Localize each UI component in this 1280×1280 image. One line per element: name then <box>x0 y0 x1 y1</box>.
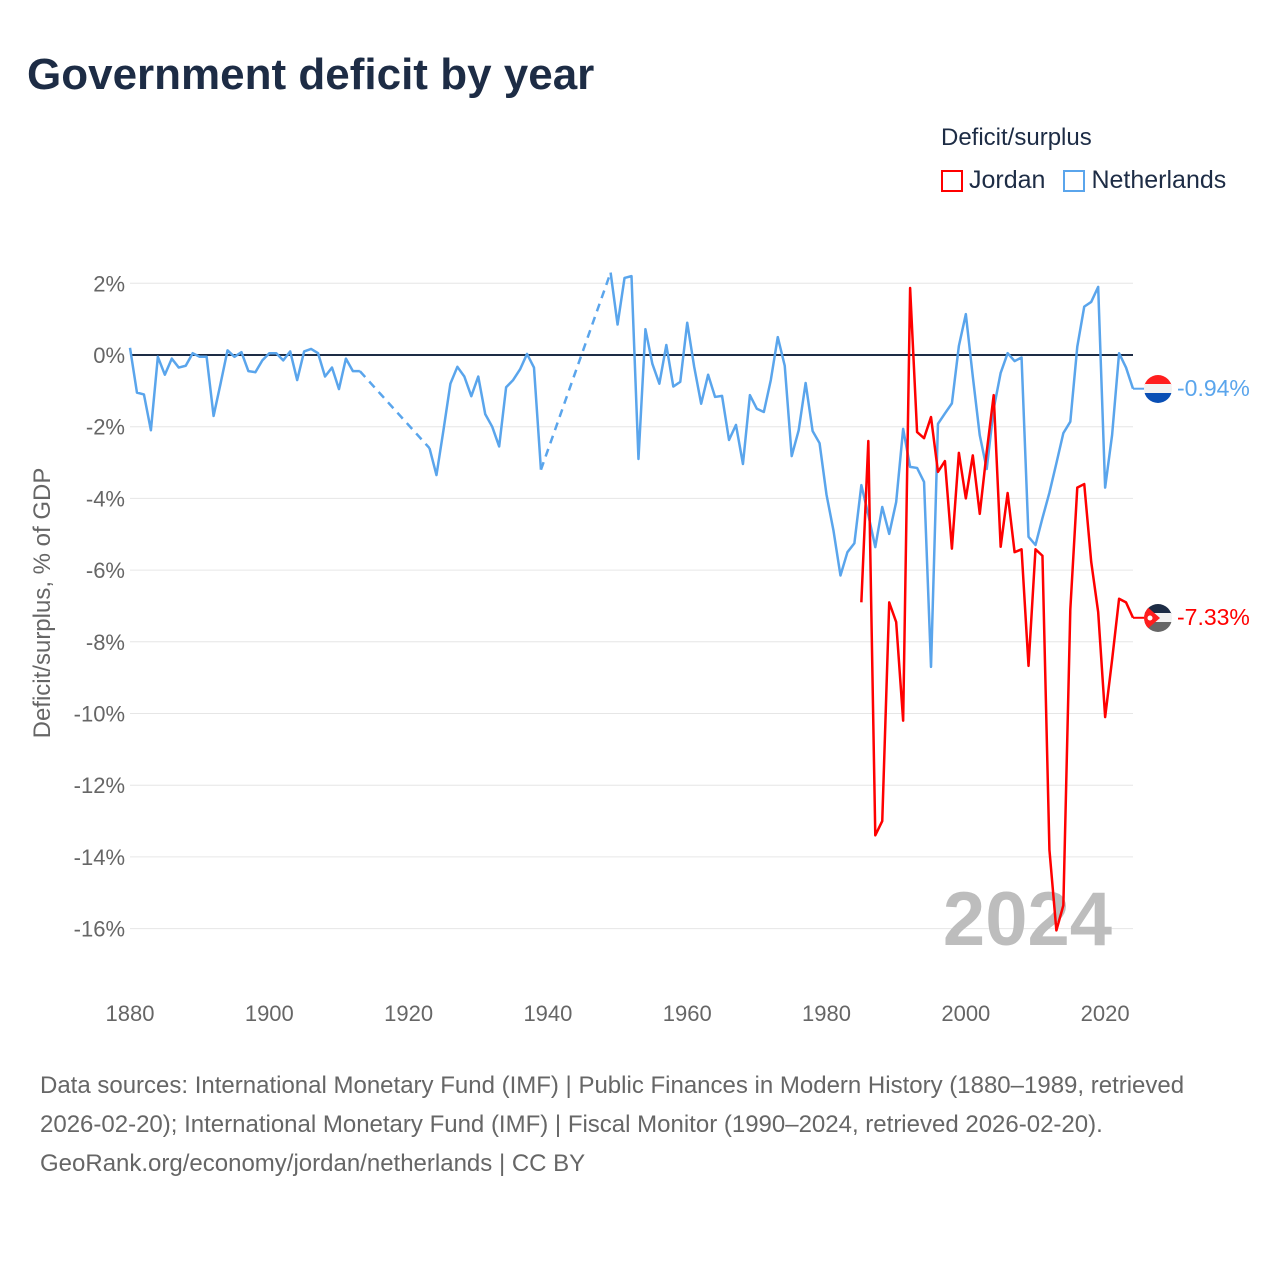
x-tick-label: 2020 <box>1081 1001 1130 1026</box>
x-tick-label: 1880 <box>106 1001 155 1026</box>
x-tick-label: 1960 <box>663 1001 712 1026</box>
y-axis-ticks: 2% 0% -2% -4% -6% -8% -10% -12% -14% -16% <box>74 271 125 941</box>
legend-swatch-jordan <box>941 169 963 192</box>
legend-label-netherlands: Netherlands <box>1091 166 1227 194</box>
credit-link[interactable]: GeoRank.org/economy/jordan/netherlands |… <box>40 1150 586 1177</box>
year-watermark: 2024 <box>943 877 1112 962</box>
series-line-jordan <box>860 286 1135 932</box>
x-tick-label: 1940 <box>523 1001 572 1026</box>
end-label-netherlands: -0.94% <box>1177 375 1250 401</box>
end-label-jordan: -7.33% <box>1177 604 1250 630</box>
y-tick-label: 0% <box>93 343 125 368</box>
legend-title: Deficit/surplus <box>941 124 1092 151</box>
y-tick-label: -16% <box>74 917 125 942</box>
series-line-netherlands <box>128 347 360 432</box>
x-axis-ticks: 1880 1900 1920 1940 1960 1980 2000 2020 <box>106 1001 1130 1026</box>
y-tick-label: -10% <box>74 702 125 727</box>
y-axis-label: Deficit/surplus, % of GDP <box>29 468 56 739</box>
footer: Data sources: International Monetary Fun… <box>40 1066 1240 1183</box>
series-gap-netherlands <box>358 370 431 450</box>
series-lines <box>128 272 1146 932</box>
series-line-netherlands <box>428 352 543 477</box>
y-tick-label: -6% <box>86 558 125 583</box>
y-tick-label: -14% <box>74 845 125 870</box>
y-tick-label: -12% <box>74 773 125 798</box>
x-tick-label: 1900 <box>245 1001 294 1026</box>
series-line-netherlands <box>609 272 1135 669</box>
legend-swatch-netherlands <box>1063 169 1086 192</box>
x-tick-label: 1980 <box>802 1001 851 1026</box>
y-tick-label: 2% <box>93 271 125 296</box>
gridlines <box>130 282 1133 930</box>
legend: Jordan Netherlands <box>941 166 1226 195</box>
data-sources: Data sources: International Monetary Fun… <box>40 1072 1185 1138</box>
legend-item-netherlands[interactable]: Netherlands <box>1063 166 1226 195</box>
x-tick-label: 2000 <box>941 1001 990 1026</box>
legend-item-jordan[interactable]: Jordan <box>941 166 1045 195</box>
y-tick-label: -8% <box>86 630 125 655</box>
x-tick-label: 1920 <box>384 1001 433 1026</box>
chart-title: Government deficit by year <box>27 50 595 99</box>
flag-jordan-icon <box>1144 604 1172 632</box>
y-tick-label: -4% <box>86 486 125 511</box>
series-gap-netherlands <box>539 272 612 471</box>
legend-label-jordan: Jordan <box>969 166 1046 194</box>
y-tick-label: -2% <box>86 415 125 440</box>
flag-netherlands-icon <box>1144 375 1172 403</box>
